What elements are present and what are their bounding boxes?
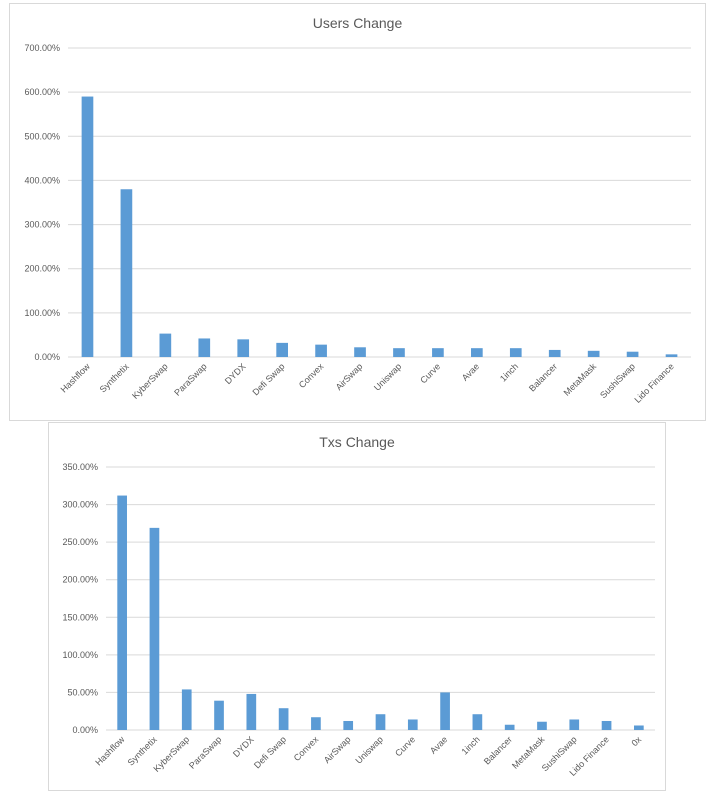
y-tick-label: 50.00% [67,687,98,697]
x-tick-label: Balancer [527,361,559,393]
x-tick-label: 1inch [460,734,482,756]
users-change-chart: Users Change 0.00% 100.00% 200.00% 300.00% 4… [9,3,706,421]
x-tick-label: Defi Swap [250,361,286,397]
bar [81,96,94,358]
chart-title: Users Change [312,15,403,31]
bar [601,720,612,730]
x-tick-label: Convex [297,361,326,390]
txs-change-chart: Txs Change 0.00% 50.00% 100.00% 150.00% 200.… [48,422,666,791]
x-tick-label: Hashflow [93,734,127,768]
y-tick-label: 0.00% [34,352,60,362]
y-tick-label: 200.00% [62,575,98,585]
y-tick-label: 250.00% [62,537,98,547]
x-tick-label: Synthetix [126,734,160,768]
bar [537,721,547,730]
x-tick-label: MetaMask [562,361,599,398]
y-tick-label: 200.00% [24,264,60,274]
bar [665,354,678,357]
x-tick-label: DYDX [223,361,248,386]
x-tick-label: ParaSwap [172,361,208,397]
y-tick-label: 300.00% [62,500,98,510]
x-tick-label: Hashflow [59,361,93,395]
bar [343,720,354,730]
bar [149,527,160,730]
y-tick-label: 400.00% [24,175,60,185]
bar [393,348,405,357]
x-tick-label: KyberSwap [130,361,170,401]
bar [440,692,450,730]
bar [311,717,321,730]
x-tick-label: Balancer [482,734,514,766]
x-tick-label: 1inch [498,361,520,383]
x-tick-label: ParaSwap [187,734,223,770]
bar [471,348,483,357]
bar [407,719,418,730]
x-tick-label: SushiSwap [598,361,637,400]
y-tick-label: 100.00% [24,308,60,318]
bar [472,714,483,730]
y-tick-label: 600.00% [24,87,60,97]
bar [181,689,192,730]
bar [354,347,366,357]
x-tick-label: Defi Swap [252,734,288,770]
x-tick-label: Synthetix [98,361,132,395]
bar [214,700,224,730]
x-tick-label: Lido Finance [632,361,676,405]
x-tick-label: Curve [393,734,417,758]
bar [198,338,211,357]
x-tick-label: Uniswap [372,361,403,392]
x-tick-label: Convex [292,734,321,763]
bar [276,342,288,357]
bar [237,339,250,357]
y-tick-label: 100.00% [62,650,98,660]
x-tick-label: Curve [418,361,442,385]
x-tick-label: Uniswap [353,734,384,765]
bar [626,351,639,357]
bar [634,725,644,730]
users-change-plot: 0.00% 100.00% 200.00% 300.00% 400.00% 500.00%… [24,43,691,405]
x-tick-label: 0x [629,734,643,748]
bar [375,714,386,730]
x-tick-label: AirSwap [334,361,365,392]
bar [587,350,600,357]
x-tick-label: AirSwap [322,734,353,765]
y-tick-label: 700.00% [24,43,60,53]
bar [315,344,327,357]
bar [432,348,444,357]
bar [117,495,127,730]
x-tick-label: DYDX [231,734,256,759]
y-tick-label: 300.00% [24,220,60,230]
bar [569,719,580,730]
bar [504,724,515,730]
y-tick-label: 0.00% [72,725,98,735]
y-tick-label: 350.00% [62,462,98,472]
y-tick-label: 500.00% [24,131,60,141]
bar [509,348,522,357]
bar [278,708,289,730]
y-tick-label: 150.00% [62,612,98,622]
chart-title: Txs Change [319,434,395,450]
bar [246,693,257,730]
bar [159,333,172,357]
bar [548,349,561,357]
txs-change-plot: 0.00% 50.00% 100.00% 150.00% 200.00% 250.00% 3… [62,462,655,778]
x-tick-label: Avae [428,734,449,755]
x-tick-label: Avae [460,361,481,382]
bar [120,189,133,357]
